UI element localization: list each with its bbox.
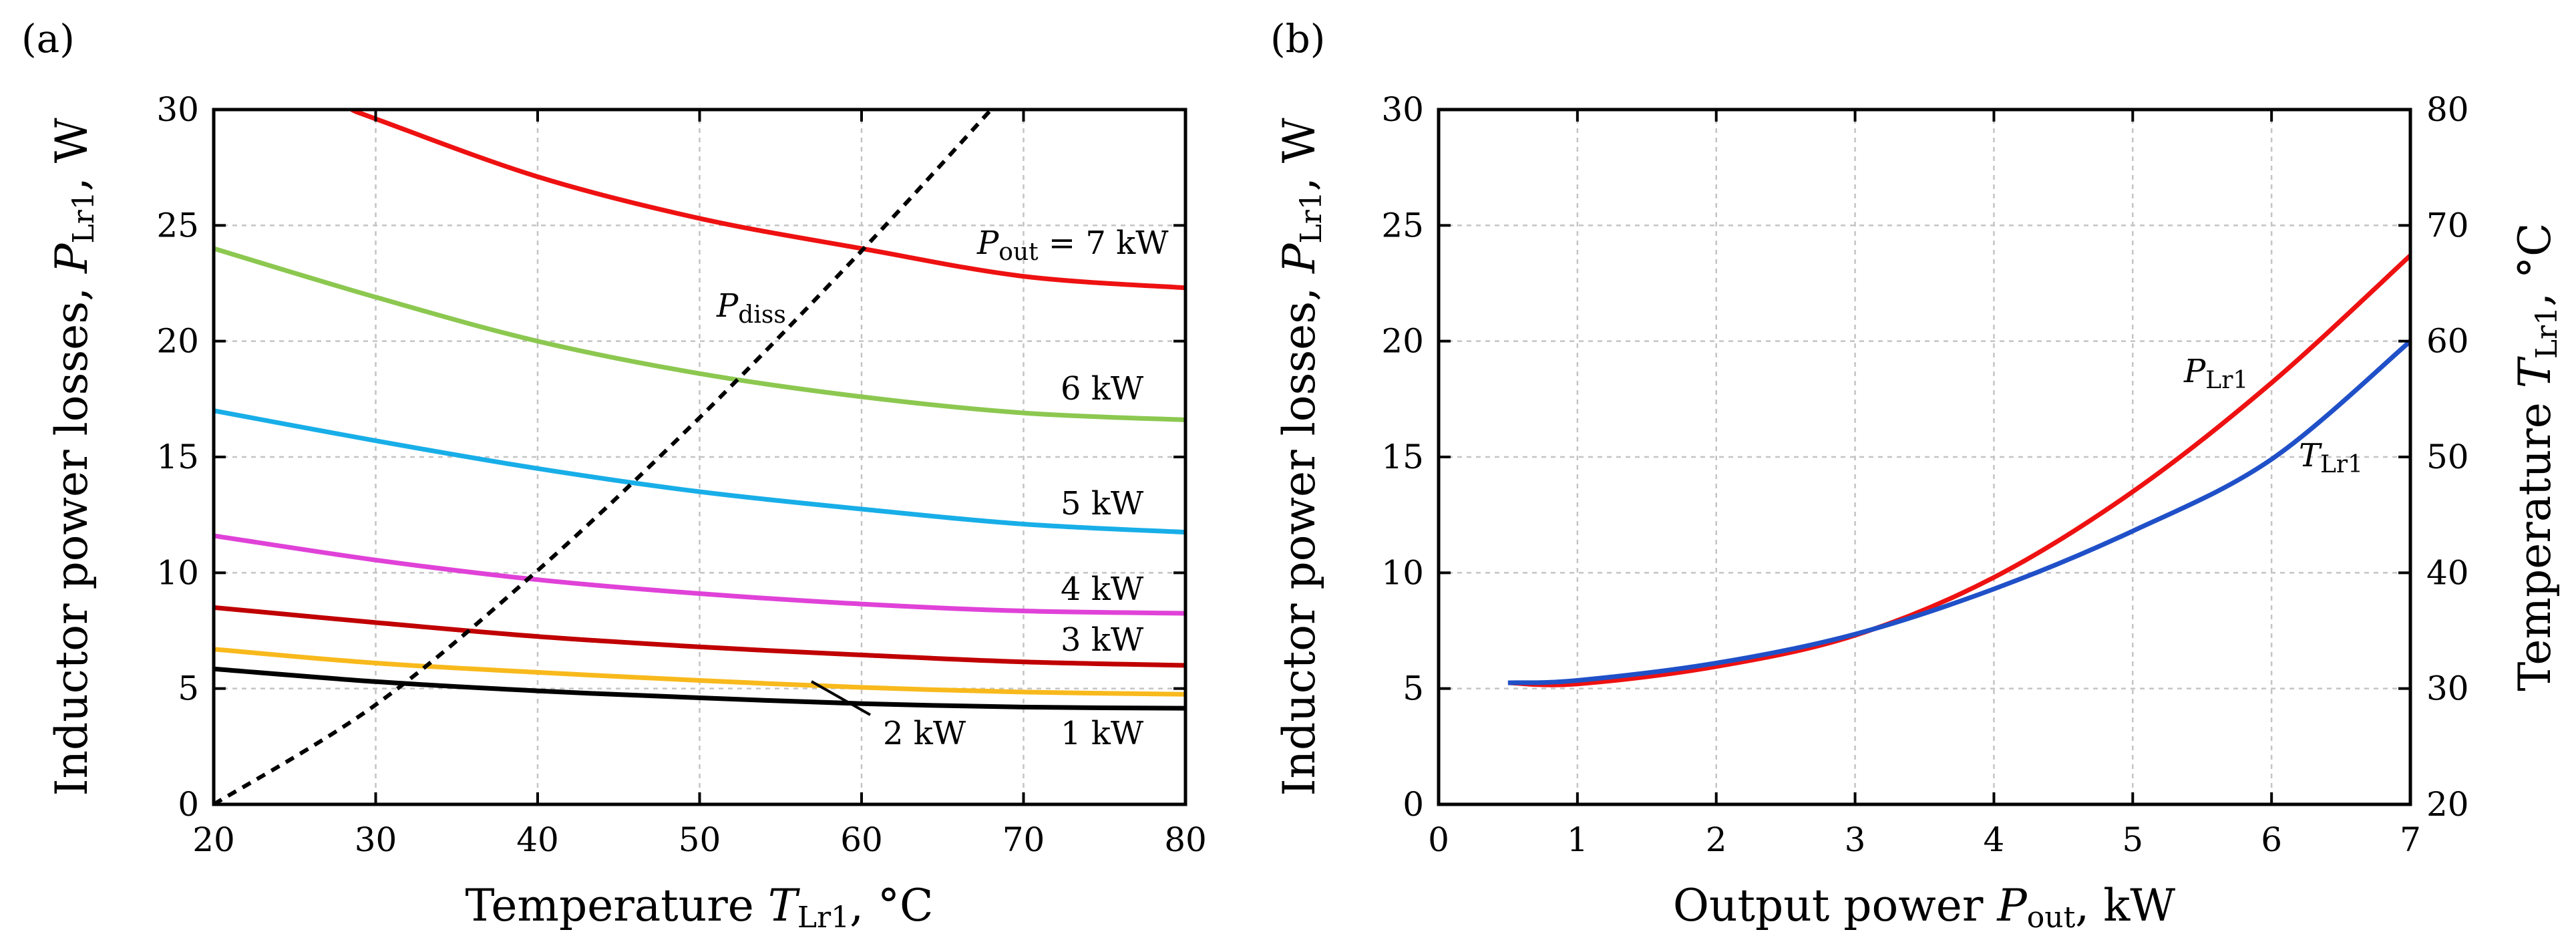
panel-a-series-p-diss bbox=[214, 108, 993, 804]
annotation-4kw: 4 kW bbox=[1061, 571, 1144, 608]
panel-b-y2-tick-label: 20 bbox=[2426, 785, 2469, 824]
panel-b-y-tick-label: 5 bbox=[1403, 669, 1424, 708]
panel-b-y2-tick-label: 80 bbox=[2426, 90, 2469, 129]
panel-b-y-axis-title: Inductor power losses, PLr1, W bbox=[1274, 118, 1328, 796]
panel-b-x-tick-label: 0 bbox=[1428, 820, 1449, 859]
panel-a-x-tick-label: 50 bbox=[679, 820, 721, 859]
panel-b-y-tick-label: 0 bbox=[1403, 785, 1424, 824]
panel-b-y-tick-label: 10 bbox=[1381, 553, 1424, 592]
panel-b-y2-tick-label: 60 bbox=[2426, 322, 2469, 361]
panel-a-series-2-kw bbox=[214, 647, 1185, 697]
panel-b-x-tick-label: 1 bbox=[1567, 820, 1588, 859]
panel-b-series-t-lr1 bbox=[1507, 339, 2410, 685]
panel-a-series-7-kw bbox=[350, 108, 1185, 291]
panel-b-x-tick-label: 2 bbox=[1706, 820, 1727, 859]
panel-a: (a) 20 30 40 50 60 70 80 0 5 10 15 20 25 30 Temperatu… bbox=[21, 16, 1207, 935]
panel-a-x-axis-title: Temperature TLr1, °C bbox=[465, 880, 933, 935]
panel-a-y-tick-label: 25 bbox=[156, 206, 199, 245]
panel-b-y2-tick-label: 70 bbox=[2426, 206, 2469, 245]
panel-a-y-axis-title: Inductor power losses, PLr1, W bbox=[46, 118, 101, 796]
panel-a-ticks: 20 30 40 50 60 70 80 0 5 10 15 20 25 30 bbox=[156, 90, 1206, 859]
annotation-2kw-leader bbox=[811, 680, 871, 716]
panel-a-y-tick-label: 20 bbox=[156, 322, 199, 361]
panel-b-y-tick-label: 15 bbox=[1381, 438, 1424, 476]
annotation-pdiss: Pdiss bbox=[716, 287, 786, 329]
panel-a-x-tick-label: 20 bbox=[192, 820, 235, 859]
panel-b-x-tick-label: 6 bbox=[2261, 820, 2282, 859]
panel-a-x-tick-label: 80 bbox=[1164, 820, 1207, 859]
panel-b-series-p-lr1 bbox=[1507, 253, 2410, 687]
annotation-5kw: 5 kW bbox=[1061, 485, 1144, 522]
annotation-tlr1: TLr1 bbox=[2299, 437, 2363, 478]
panel-a-y-tick-label: 15 bbox=[156, 438, 199, 476]
panel-a-y-tick-label: 10 bbox=[156, 553, 199, 592]
panel-a-series-1-kw bbox=[214, 666, 1185, 711]
annotation-pout-7kw: Pout = 7 kW bbox=[976, 224, 1169, 266]
panel-a-x-tick-label: 60 bbox=[840, 820, 883, 859]
panel-b-y2-axis-title: Temperature TLr1, °C bbox=[2509, 222, 2564, 691]
panel-a-x-tick-label: 40 bbox=[516, 820, 559, 859]
annotation-2kw: 2 kW bbox=[883, 715, 966, 752]
panel-a-label: (a) bbox=[21, 16, 75, 61]
panel-a-y-tick-label: 5 bbox=[178, 669, 199, 708]
panel-a-series-3-kw bbox=[214, 605, 1185, 668]
panel-b-y2-tick-label: 40 bbox=[2426, 553, 2469, 592]
panel-b-x-tick-label: 3 bbox=[1845, 820, 1866, 859]
panel-b-x-tick-label: 7 bbox=[2400, 820, 2421, 859]
panel-b-series bbox=[1507, 253, 2410, 687]
panel-b-y-tick-label: 20 bbox=[1381, 322, 1424, 361]
panel-a-x-tick-label: 70 bbox=[1002, 820, 1045, 859]
annotation-3kw: 3 kW bbox=[1061, 621, 1144, 659]
panel-b-grid bbox=[1437, 108, 2412, 806]
panel-a-series-6-kw bbox=[214, 246, 1185, 422]
panel-b-x-tick-label: 5 bbox=[2122, 820, 2143, 859]
panel-a-y-tick-label: 30 bbox=[156, 90, 199, 129]
panel-b-label: (b) bbox=[1270, 16, 1325, 61]
panel-b-y-tick-label: 25 bbox=[1381, 206, 1424, 245]
annotation-plr1: PLr1 bbox=[2183, 353, 2248, 394]
panel-b-y2-tick-label: 30 bbox=[2426, 669, 2469, 708]
panel-a-series-4-kw bbox=[214, 533, 1185, 616]
annotation-1kw: 1 kW bbox=[1061, 715, 1144, 752]
panel-b-x-axis-title: Output power Pout, kW bbox=[1673, 880, 2175, 935]
panel-b-x-tick-label: 4 bbox=[1984, 820, 2005, 859]
panel-a-series-5-kw bbox=[214, 408, 1185, 535]
panel-a-x-tick-label: 30 bbox=[355, 820, 397, 859]
panel-b-y-tick-label: 30 bbox=[1381, 90, 1424, 129]
annotation-6kw: 6 kW bbox=[1061, 370, 1144, 408]
panel-a-series bbox=[214, 108, 1185, 804]
panel-b-y2-tick-label: 50 bbox=[2426, 438, 2469, 476]
panel-a-y-tick-label: 0 bbox=[178, 785, 199, 824]
